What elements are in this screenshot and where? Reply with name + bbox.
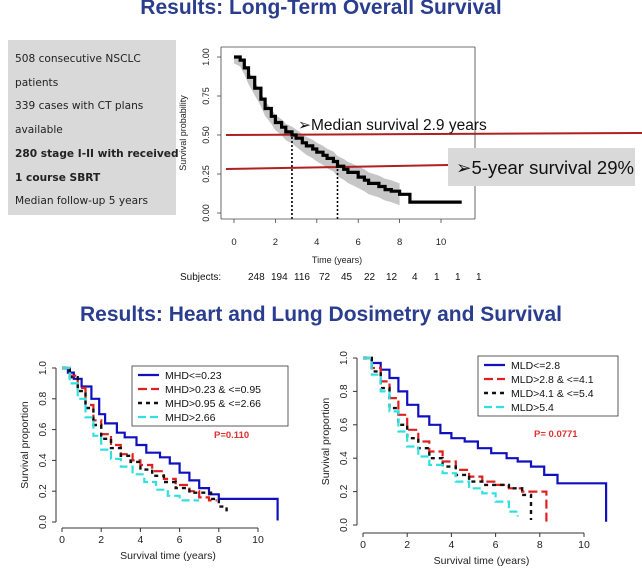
- y-tick-label: 0.2: [339, 484, 350, 498]
- info-line: 339 cases with CT plans: [15, 100, 144, 112]
- x-tick-label: 8: [216, 534, 222, 546]
- survival-curve-1: [62, 366, 279, 521]
- survival-curve: [234, 55, 462, 204]
- survival-curve-4: [363, 356, 519, 517]
- x-tick-label: 10: [252, 534, 264, 546]
- x-tick-label: 8: [397, 237, 402, 248]
- subjects-count: 248: [248, 272, 265, 283]
- info-line: 1 course SBRT: [15, 172, 101, 184]
- y-tick-label: 0.4: [38, 453, 49, 467]
- x-tick-label: 2: [404, 539, 410, 551]
- legend-label: MLD<=2.8: [511, 360, 560, 372]
- info-line: Median follow-up 5 years: [15, 195, 149, 207]
- legend-label: MLD>5.4: [511, 402, 554, 414]
- x-tick-label: 6: [493, 539, 499, 551]
- y-tick-label: 0.2: [38, 484, 49, 498]
- legend-label: MHD>2.66: [165, 412, 216, 424]
- subjects-count: 1: [476, 272, 482, 283]
- y-tick-label: 1.0: [38, 361, 49, 375]
- legend-label: MLD>4.1 & <=5.4: [511, 388, 594, 400]
- survival-curve-4: [62, 366, 200, 502]
- info-line: 280 stage I-II with received: [15, 148, 179, 160]
- subjects-count: 12: [386, 272, 398, 283]
- p-value-label: P= 0.0771: [534, 429, 578, 440]
- y-tick-label: 0.50: [201, 126, 211, 144]
- overall-survival-title: Results: Long-Term Overall Survival: [140, 0, 502, 19]
- y-tick-label: 0.8: [38, 391, 49, 405]
- x-tick-label: 4: [137, 534, 143, 546]
- x-tick-label: 0: [231, 237, 236, 248]
- subjects-count: 116: [294, 272, 310, 283]
- x-tick-label: 6: [177, 534, 183, 546]
- dosimetry-survival-title: Results: Heart and Lung Dosimetry and Su…: [80, 303, 562, 326]
- x-tick-label: 6: [356, 237, 361, 248]
- subjects-count: 72: [319, 272, 331, 283]
- x-tick-label: 2: [98, 534, 104, 546]
- legend-label: MHD>0.95 & <=2.66: [165, 398, 261, 410]
- subjects-count: 1: [434, 272, 440, 283]
- x-tick-label: 10: [578, 539, 590, 551]
- subjects-count: 4: [412, 272, 418, 283]
- y-axis-label: Survival proportion: [320, 398, 332, 486]
- info-line: 508 consecutive NSCLC: [15, 53, 141, 65]
- y-tick-label: 0.0: [339, 518, 350, 532]
- y-tick-label: 0.6: [339, 417, 350, 431]
- survival-curve-3: [363, 356, 533, 520]
- subjects-count: 194: [271, 272, 288, 283]
- x-tick-label: 0: [59, 534, 65, 546]
- y-tick-label: 0.4: [339, 451, 350, 465]
- five-year-survival-annotation: ➢5-year survival 29%: [456, 157, 634, 178]
- info-line: available: [15, 124, 63, 136]
- x-tick-label: 0: [360, 539, 366, 551]
- x-tick-label: 4: [314, 237, 319, 248]
- subjects-label: Subjects:: [180, 272, 222, 283]
- y-tick-label: 1.0: [339, 351, 350, 365]
- x-tick-label: 2: [273, 237, 278, 248]
- median-survival-annotation: ➢Median survival 2.9 years: [298, 117, 487, 134]
- x-axis-label: Survival time (years): [120, 550, 216, 562]
- y-tick-label: 0.0: [38, 515, 49, 529]
- x-tick-label: 10: [436, 237, 447, 248]
- y-tick-label: 0.25: [201, 165, 211, 183]
- survival-curve-3: [62, 366, 228, 515]
- legend-label: MLD>2.8 & <=4.1: [511, 374, 594, 386]
- y-tick-label: 0.6: [38, 422, 49, 436]
- survival-curve-1: [363, 356, 608, 522]
- y-tick-label: 0.8: [339, 384, 350, 398]
- five-year-callout-box: [448, 148, 635, 186]
- x-tick-label: 8: [537, 539, 543, 551]
- subjects-count: 1: [455, 272, 461, 283]
- y-tick-label: 0.75: [201, 87, 211, 105]
- p-value-label: P=0.110: [214, 430, 249, 441]
- y-tick-label: 0.00: [201, 204, 211, 222]
- subjects-count: 45: [341, 272, 353, 283]
- study-info-box: 508 consecutive NSCLC patients 339 cases…: [8, 40, 179, 215]
- legend-label: MHD<=0.23: [165, 370, 222, 382]
- confidence-band: [234, 57, 400, 206]
- x-axis-label: Survival time (years): [434, 555, 530, 567]
- y-axis-label: Survival probability: [178, 95, 188, 171]
- y-tick-label: 1.00: [201, 48, 211, 66]
- legend-label: MHD>0.23 & <=0.95: [165, 384, 261, 396]
- info-line: patients: [15, 77, 59, 89]
- subjects-count: 22: [364, 272, 376, 283]
- x-axis-label: Time (years): [312, 255, 362, 265]
- y-axis-label: Survival proportion: [19, 401, 31, 489]
- x-tick-label: 4: [448, 539, 454, 551]
